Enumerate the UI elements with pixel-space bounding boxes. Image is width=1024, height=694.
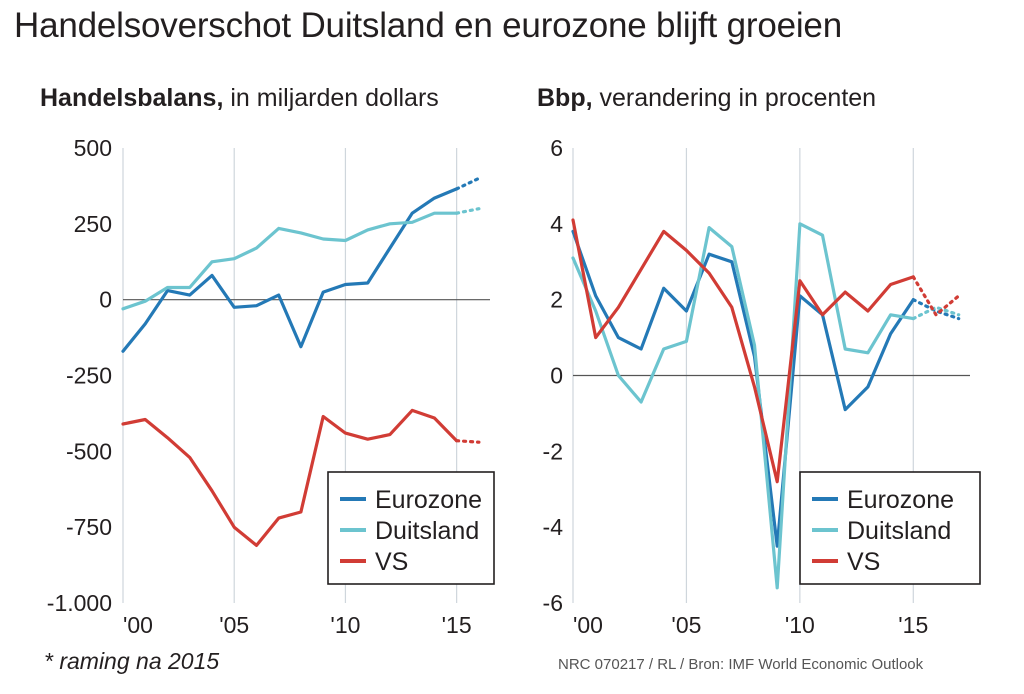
right-legend: Eurozone Duitsland VS — [799, 471, 981, 585]
legend-label-eurozone: Eurozone — [375, 486, 482, 514]
y-tick-label: -6 — [543, 590, 563, 616]
y-tick-label: -250 — [66, 363, 112, 389]
legend-label-duitsland: Duitsland — [847, 517, 951, 545]
y-tick-label: 0 — [550, 363, 563, 389]
y-tick-label: -4 — [543, 514, 564, 540]
y-tick-label: -1.000 — [47, 590, 112, 616]
series-line-vs — [121, 408, 459, 548]
y-tick-label: 6 — [550, 135, 563, 161]
forecast-footnote: * raming na 2015 — [44, 648, 220, 674]
forecast-line-eurozone — [455, 176, 481, 191]
y-tick-label: 500 — [74, 135, 112, 161]
x-tick-label: '05 — [219, 612, 249, 638]
series-line-vs — [571, 218, 915, 484]
forecast-line-vs — [911, 275, 961, 318]
right-chart-title-bold: Bbp, — [537, 84, 593, 112]
y-tick-label: 4 — [550, 211, 563, 237]
legend-label-duitsland: Duitsland — [375, 517, 479, 545]
y-tick-label: 250 — [74, 211, 112, 237]
y-tick-label: -750 — [66, 514, 112, 540]
left-chart-title: Handelsbalans, in miljarden dollars — [40, 84, 439, 113]
series-line-eurozone — [571, 229, 915, 548]
right-chart: '00 '05 '10 '15 6 4 2 0 -2 -4 -6 Eurozone Duitsland V… — [543, 135, 981, 638]
x-tick-label: '10 — [785, 612, 815, 638]
x-tick-label: '15 — [898, 612, 928, 638]
legend-label-vs: VS — [375, 548, 408, 576]
series-line-duitsland — [121, 211, 459, 311]
y-tick-label: -500 — [66, 438, 112, 464]
series-line-duitsland — [571, 222, 915, 590]
y-tick-label: -2 — [543, 438, 563, 464]
x-tick-label: '15 — [442, 612, 472, 638]
x-tick-label: '10 — [330, 612, 360, 638]
forecast-line-vs — [455, 439, 481, 444]
forecast-line-eurozone — [911, 298, 961, 321]
right-chart-title: Bbp, verandering in procenten — [537, 84, 876, 113]
forecast-line-duitsland — [455, 207, 481, 215]
x-tick-label: '05 — [671, 612, 701, 638]
x-tick-label: '00 — [573, 612, 603, 638]
left-chart-title-rest: in miljarden dollars — [223, 84, 439, 112]
right-chart-title-rest: verandering in procenten — [592, 84, 877, 112]
x-tick-label: '00 — [123, 612, 153, 638]
source-credit: NRC 070217 / RL / Bron: IMF World Econom… — [558, 656, 924, 673]
left-legend: Eurozone Duitsland VS — [327, 471, 495, 585]
y-tick-label: 2 — [550, 287, 563, 313]
left-chart-title-bold: Handelsbalans, — [40, 84, 224, 112]
forecast-line-duitsland — [911, 305, 961, 321]
page-title: Handelsoverschot Duitsland en eurozone b… — [14, 6, 842, 45]
y-tick-label: 0 — [99, 287, 112, 313]
left-chart: '00 '05 '10 '15 500 250 0 -250 -500 -750 -1.000 Eur… — [47, 135, 495, 638]
legend-label-eurozone: Eurozone — [847, 486, 954, 514]
legend-label-vs: VS — [847, 548, 880, 576]
series-line-eurozone — [121, 187, 459, 353]
